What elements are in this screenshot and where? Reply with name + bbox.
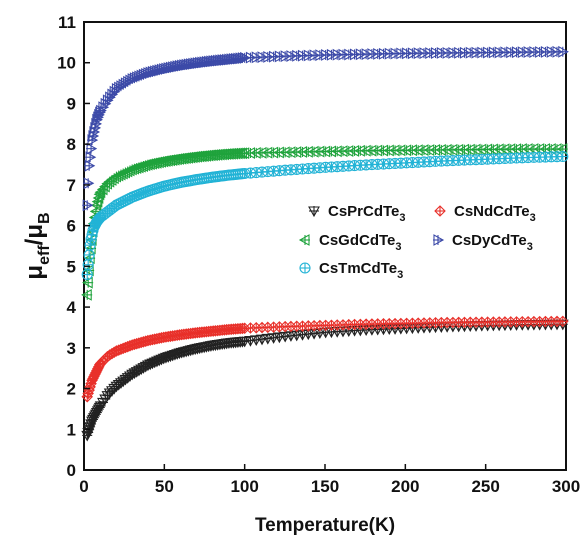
y-tick-label: 1 [67,420,76,439]
data-point [86,142,98,155]
x-tick-label: 250 [471,477,499,496]
x-axis-title: Temperature(K) [255,515,395,535]
legend-marker-csnd [434,205,446,217]
y-tick-label: 10 [57,54,76,73]
legend: CsPrCdTe3 CsNdCdTe3 CsGdCdTe3 CsDyCdTe3 … [298,203,536,281]
y-tick-label: 9 [67,94,76,113]
series-CsGdCdTe3 [81,143,568,301]
y-tick-label: 3 [67,339,76,358]
y-axis: 0 1 2 3 4 5 6 7 8 9 10 11 [57,13,90,480]
y-axis-title: μeff/μB [21,212,53,279]
y-axis-title-sub-eff: eff [36,245,53,265]
y-tick-label: 4 [67,298,77,317]
legend-marker-symbol [308,206,320,218]
legend-marker-csdy [433,234,445,246]
legend-item-cspr: CsPrCdTe3 [308,203,406,224]
legend-label-csgd: CsGdCdTe3 [319,232,402,253]
data-point [81,288,93,301]
y-tick-label: 5 [67,257,76,276]
y-axis-title-sub-b: B [36,212,53,224]
data-point [557,45,569,58]
data-point [557,315,569,328]
legend-marker-symbol [299,262,311,274]
data-point [81,268,93,281]
x-tick-label: 100 [230,477,258,496]
data-point [83,177,95,190]
y-tick-label: 11 [58,13,76,32]
legend-label-cspr: CsPrCdTe3 [328,203,406,224]
x-tick-label: 150 [311,477,339,496]
legend-marker-symbol [433,234,445,246]
x-tick-label: 300 [552,477,580,496]
data-point [84,159,96,172]
y-tick-label: 2 [67,380,76,399]
data-point [82,259,94,271]
data-point [84,239,96,251]
series-layer [81,45,569,442]
legend-item-csgd: CsGdCdTe3 [298,232,402,253]
data-point [83,249,95,261]
data-point [85,151,97,164]
legend-marker-symbol [434,205,446,217]
y-tick-label: 0 [67,461,76,480]
legend-marker-cstm [299,262,311,274]
y-tick-label: 7 [67,176,76,195]
legend-label-csdy: CsDyCdTe3 [452,232,533,253]
legend-item-csdy: CsDyCdTe3 [433,232,533,253]
series-CsTmCdTe3 [81,150,569,281]
legend-item-cstm: CsTmCdTe3 [299,260,403,281]
x-tick-label: 200 [391,477,419,496]
legend-label-csnd: CsNdCdTe3 [454,203,536,224]
legend-label-cstm: CsTmCdTe3 [319,260,403,281]
x-tick-label: 50 [155,477,174,496]
y-tick-label: 8 [67,135,76,154]
y-axis-title-slash: / [21,238,48,245]
series-CsNdCdTe3 [81,315,569,403]
legend-item-csnd: CsNdCdTe3 [434,203,536,224]
legend-marker-csgd [298,234,310,246]
y-axis-title-mu: μ [21,265,48,280]
y-axis-title-mu2: μ [21,224,48,239]
legend-marker-symbol [298,234,310,246]
data-point [557,150,569,163]
data-point [82,199,94,212]
legend-marker-cspr [308,206,320,218]
x-axis: 0 50 100 150 200 250 300 [79,464,580,496]
y-tick-label: 6 [67,217,76,236]
series-CsDyCdTe3 [82,45,569,212]
x-tick-label: 0 [79,477,88,496]
